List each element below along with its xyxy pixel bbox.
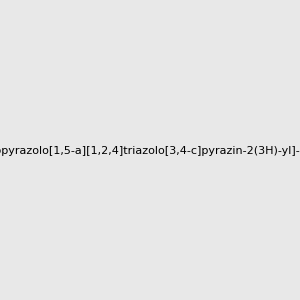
Text: 2-[9-(4-butoxyphenyl)-3-oxopyrazolo[1,5-a][1,2,4]triazolo[3,4-c]pyrazin-2(3H)-yl: 2-[9-(4-butoxyphenyl)-3-oxopyrazolo[1,5-… bbox=[0, 146, 300, 157]
